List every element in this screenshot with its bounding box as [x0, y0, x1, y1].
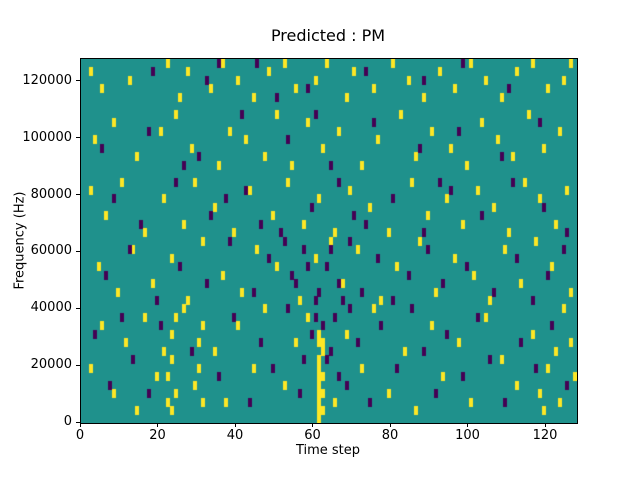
y-tick-label: 80000	[30, 186, 72, 202]
y-tick-label: 60000	[30, 243, 72, 259]
x-tick-mark	[312, 423, 313, 427]
y-tick-mark	[76, 307, 80, 309]
x-tick-label: 120	[532, 428, 558, 443]
x-tick-label: 100	[455, 428, 480, 443]
plot-area	[80, 58, 578, 424]
x-tick-label: 20	[149, 428, 166, 443]
x-tick-mark	[389, 423, 391, 427]
heatmap-canvas	[81, 59, 577, 423]
x-tick-label: 0	[75, 428, 85, 443]
x-tick-mark	[79, 423, 81, 427]
x-tick-mark	[544, 423, 546, 427]
x-axis-label: Time step	[295, 443, 361, 458]
x-tick-label: 80	[381, 428, 399, 443]
chart-title: Predicted : PM	[270, 26, 386, 45]
y-tick-label: 120000	[22, 72, 72, 88]
y-tick-mark	[76, 250, 80, 252]
y-tick-label: 0	[63, 414, 72, 429]
x-tick-mark	[234, 423, 236, 427]
y-tick-mark	[76, 421, 80, 423]
x-tick-label: 40	[226, 428, 244, 443]
y-tick-label: 20000	[30, 357, 72, 373]
x-tick-mark	[157, 423, 158, 427]
y-tick-label: 100000	[22, 129, 72, 145]
x-tick-label: 60	[304, 428, 321, 443]
x-tick-mark	[467, 423, 468, 427]
y-tick-label: 40000	[30, 300, 72, 316]
y-tick-mark	[76, 80, 80, 82]
y-tick-mark	[76, 137, 80, 139]
y-axis-label: Frequency (Hz)	[12, 191, 28, 290]
y-tick-mark	[76, 194, 80, 195]
y-tick-mark	[76, 364, 80, 366]
